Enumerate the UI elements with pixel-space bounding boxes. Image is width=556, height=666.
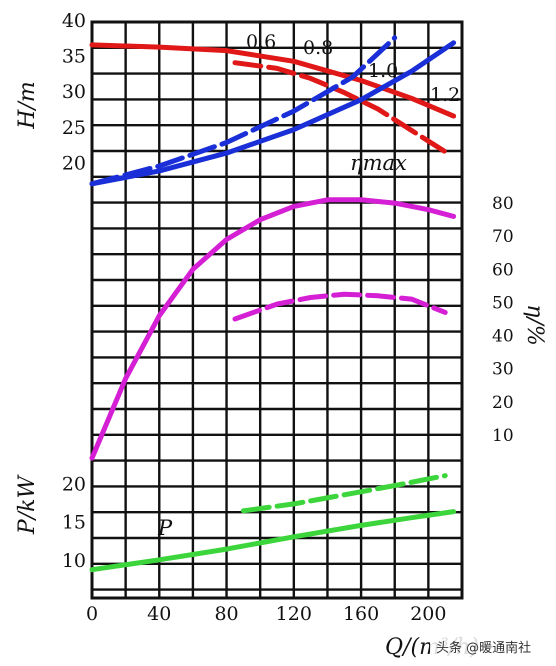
head-tick-label: 40 [62,10,86,32]
efficiency-tick-label: 40 [492,327,514,347]
efficiency-tick-label: 30 [492,360,514,380]
efficiency-axis-title: η/% [522,304,547,346]
efficiency-curve-solid [89,197,457,461]
head-curve-solid [89,42,457,119]
chart-curves [89,35,457,573]
power-curve-solid [89,509,457,573]
head-tick-label: 30 [62,81,86,103]
efficiency-tick-label: 80 [492,194,514,214]
x-tick-label: 40 [147,603,171,625]
isoeff-label-0-6: 0.6 [246,31,276,53]
isoeff-curve-dashed [89,35,398,187]
head-tick-label: 25 [62,117,86,139]
efficiency-tick-label: 10 [492,426,514,446]
watermark-text: 头条 @暖通南社 [436,640,531,656]
isoeff-label-1-0: 1.0 [368,60,398,82]
x-tick-label: 120 [276,603,312,625]
head-curve-dashed [232,60,448,155]
power-tick-label: 20 [62,473,86,495]
power-tick-label: 15 [62,512,86,534]
head-tick-label: 20 [62,152,86,174]
chart-grid [90,20,464,600]
isoeff-curve-solid [89,40,457,187]
chart-ticks: 0 40 80 120 160 200 20 25 30 35 40 10 20 30 40 50 60 70 80… [62,10,514,625]
x-tick-label: 200 [410,603,446,625]
efficiency-tick-label: 50 [492,293,514,313]
isoeff-label-0-8: 0.8 [303,37,333,59]
efficiency-tick-label: 70 [492,227,514,247]
power-axis-title: P/kW [15,474,40,536]
x-tick-label: 160 [343,603,379,625]
power-curve-label: P [157,516,173,540]
efficiency-tick-label: 20 [492,393,514,413]
plot-frame [90,20,464,600]
head-axis-title: H/m [15,81,40,129]
eta-max-label: ηmax [350,151,407,175]
x-tick-label: 80 [214,603,238,625]
x-tick-label: 0 [86,603,98,625]
power-tick-label: 10 [62,550,86,572]
efficiency-tick-label: 60 [492,260,514,280]
isoeff-label-1-2: 1.2 [430,84,460,106]
power-curve-dashed [240,473,448,514]
efficiency-curve-dashed [232,291,448,322]
head-tick-label: 35 [62,46,86,68]
watermark: 头条 @暖通南社 [430,636,554,658]
